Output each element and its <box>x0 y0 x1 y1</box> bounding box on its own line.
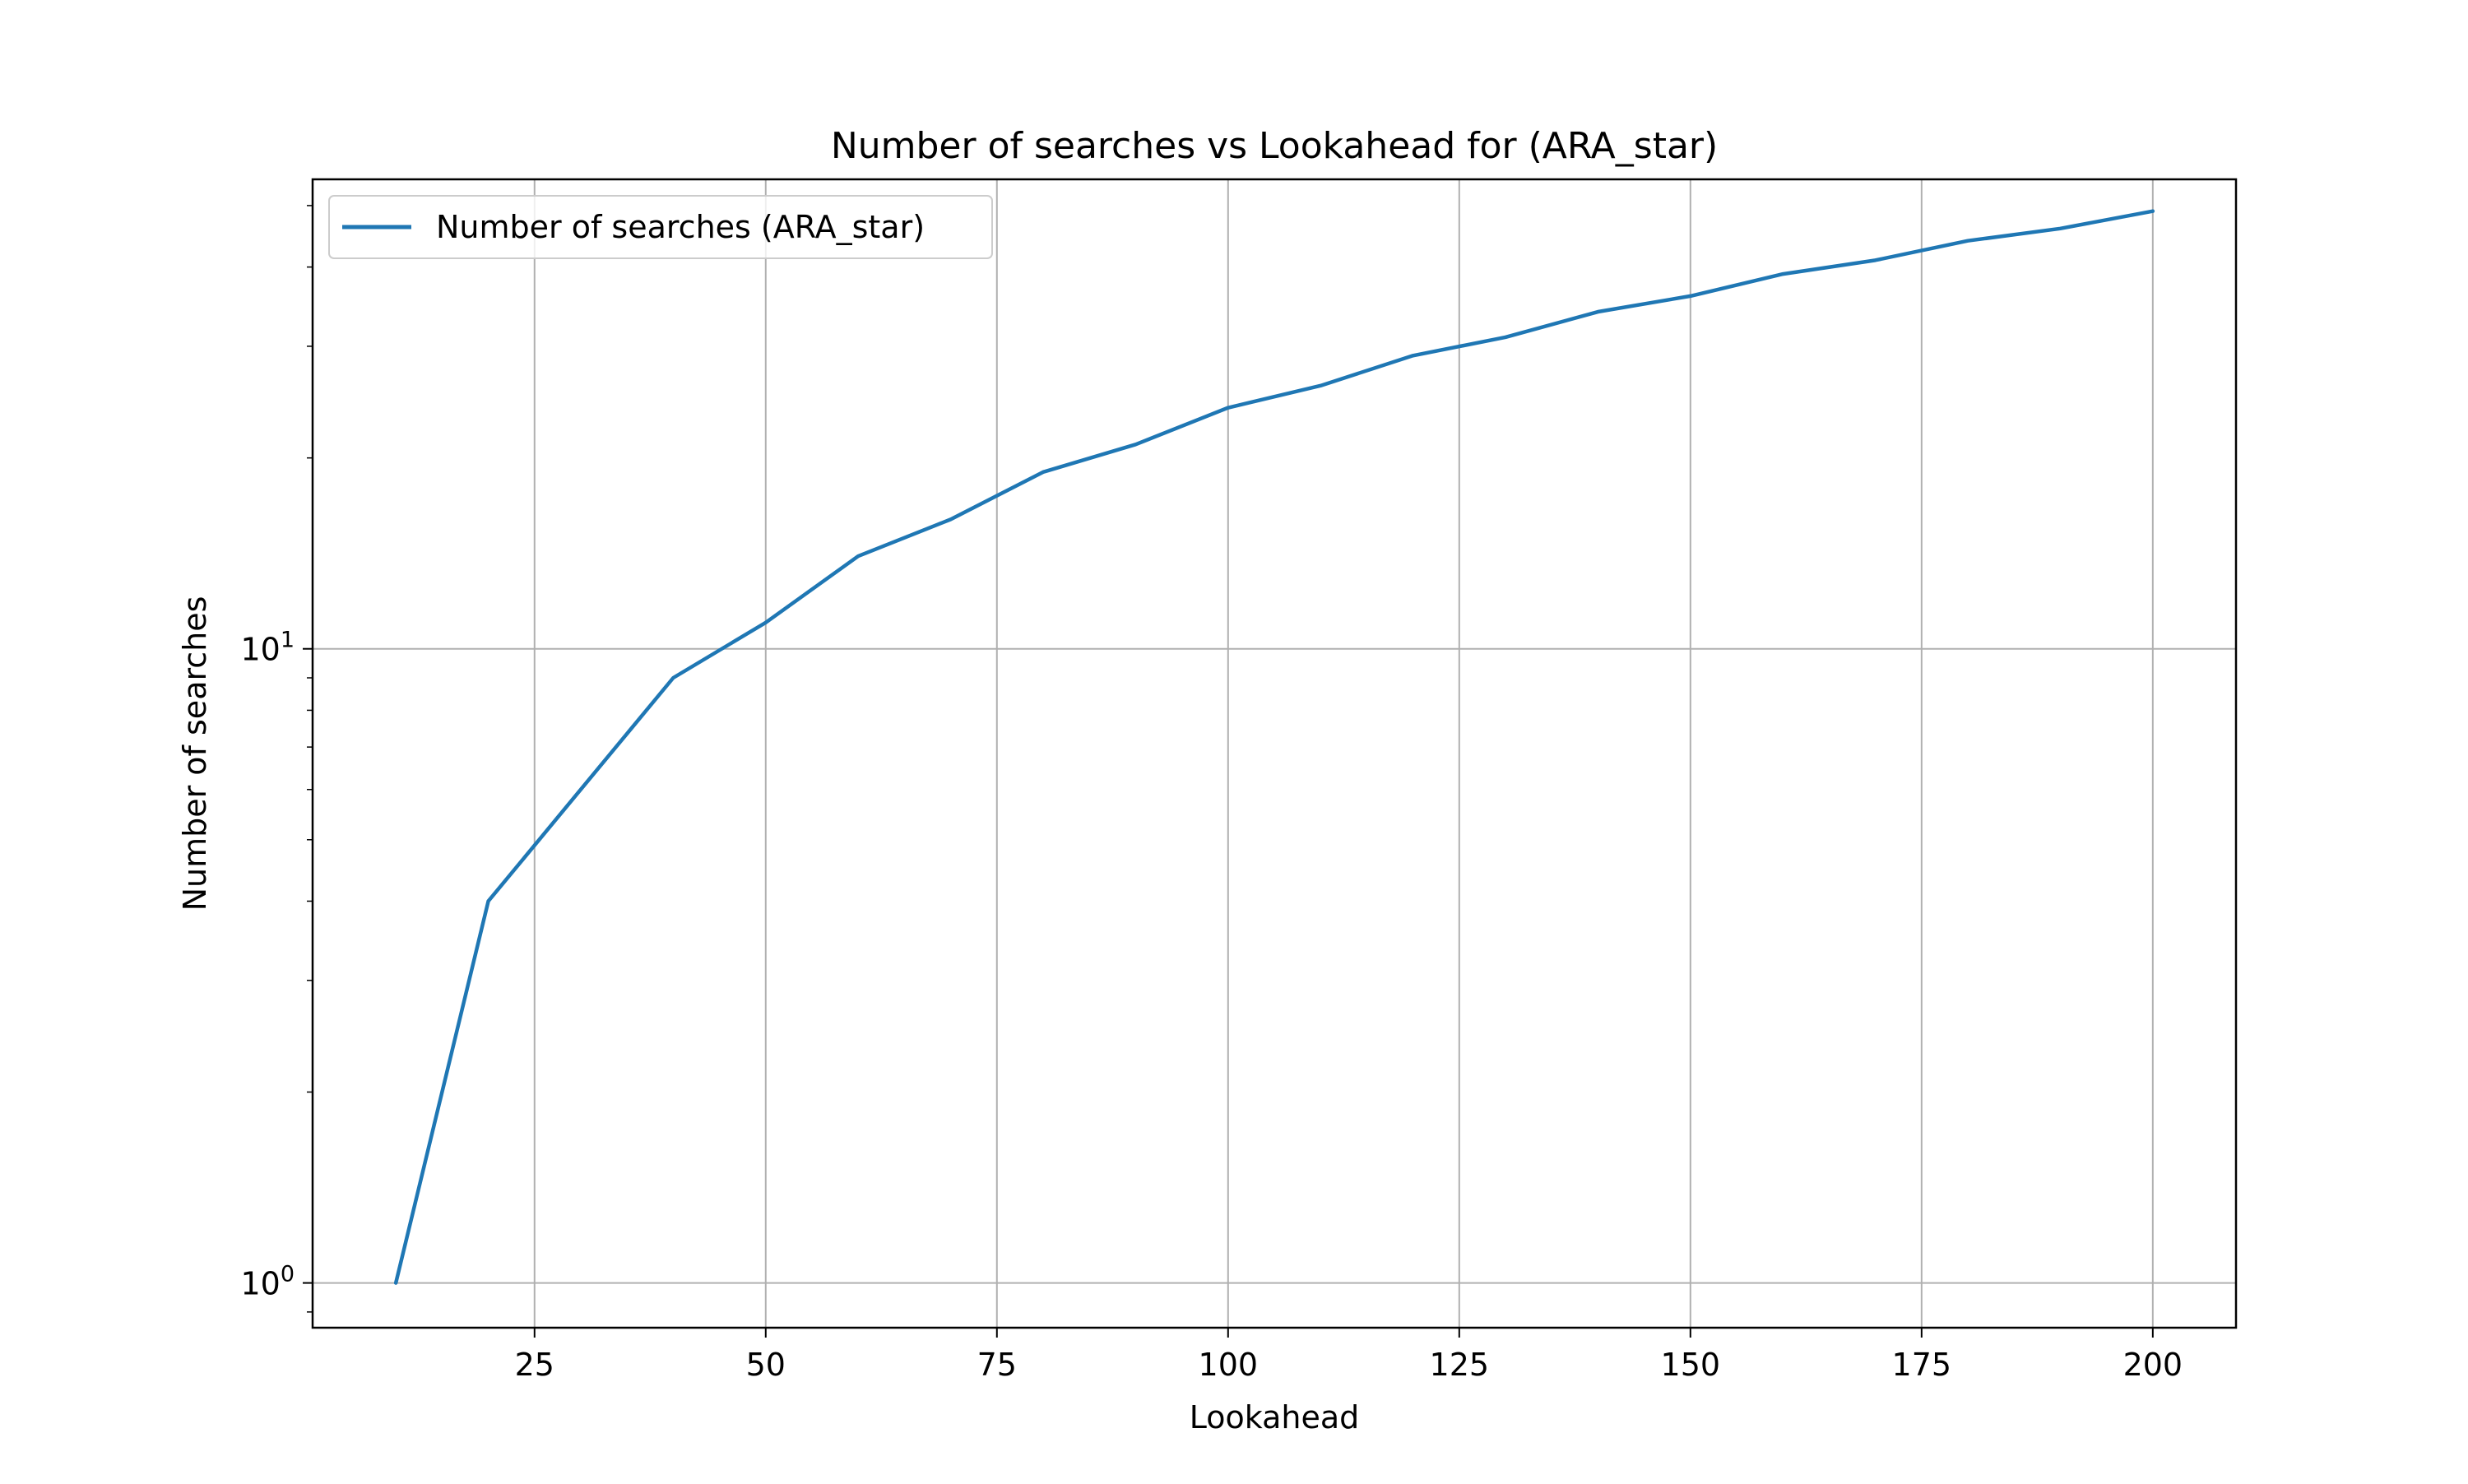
y-axis-label: Number of searches <box>177 596 213 911</box>
x-tick-label: 100 <box>1199 1347 1259 1383</box>
x-axis-label: Lookahead <box>1190 1399 1360 1435</box>
x-tick-label: 25 <box>515 1347 554 1383</box>
x-tick-label: 175 <box>1892 1347 1952 1383</box>
legend-label: Number of searches (ARA_star) <box>436 209 925 245</box>
x-tick-label: 150 <box>1661 1347 1721 1383</box>
x-tick-label: 75 <box>977 1347 1017 1383</box>
chart-title: Number of searches vs Lookahead for (ARA… <box>831 125 1718 167</box>
x-tick-label: 50 <box>746 1347 786 1383</box>
legend: Number of searches (ARA_star) <box>329 196 992 258</box>
x-tick-label: 200 <box>2123 1347 2183 1383</box>
x-tick-label: 125 <box>1430 1347 1490 1383</box>
